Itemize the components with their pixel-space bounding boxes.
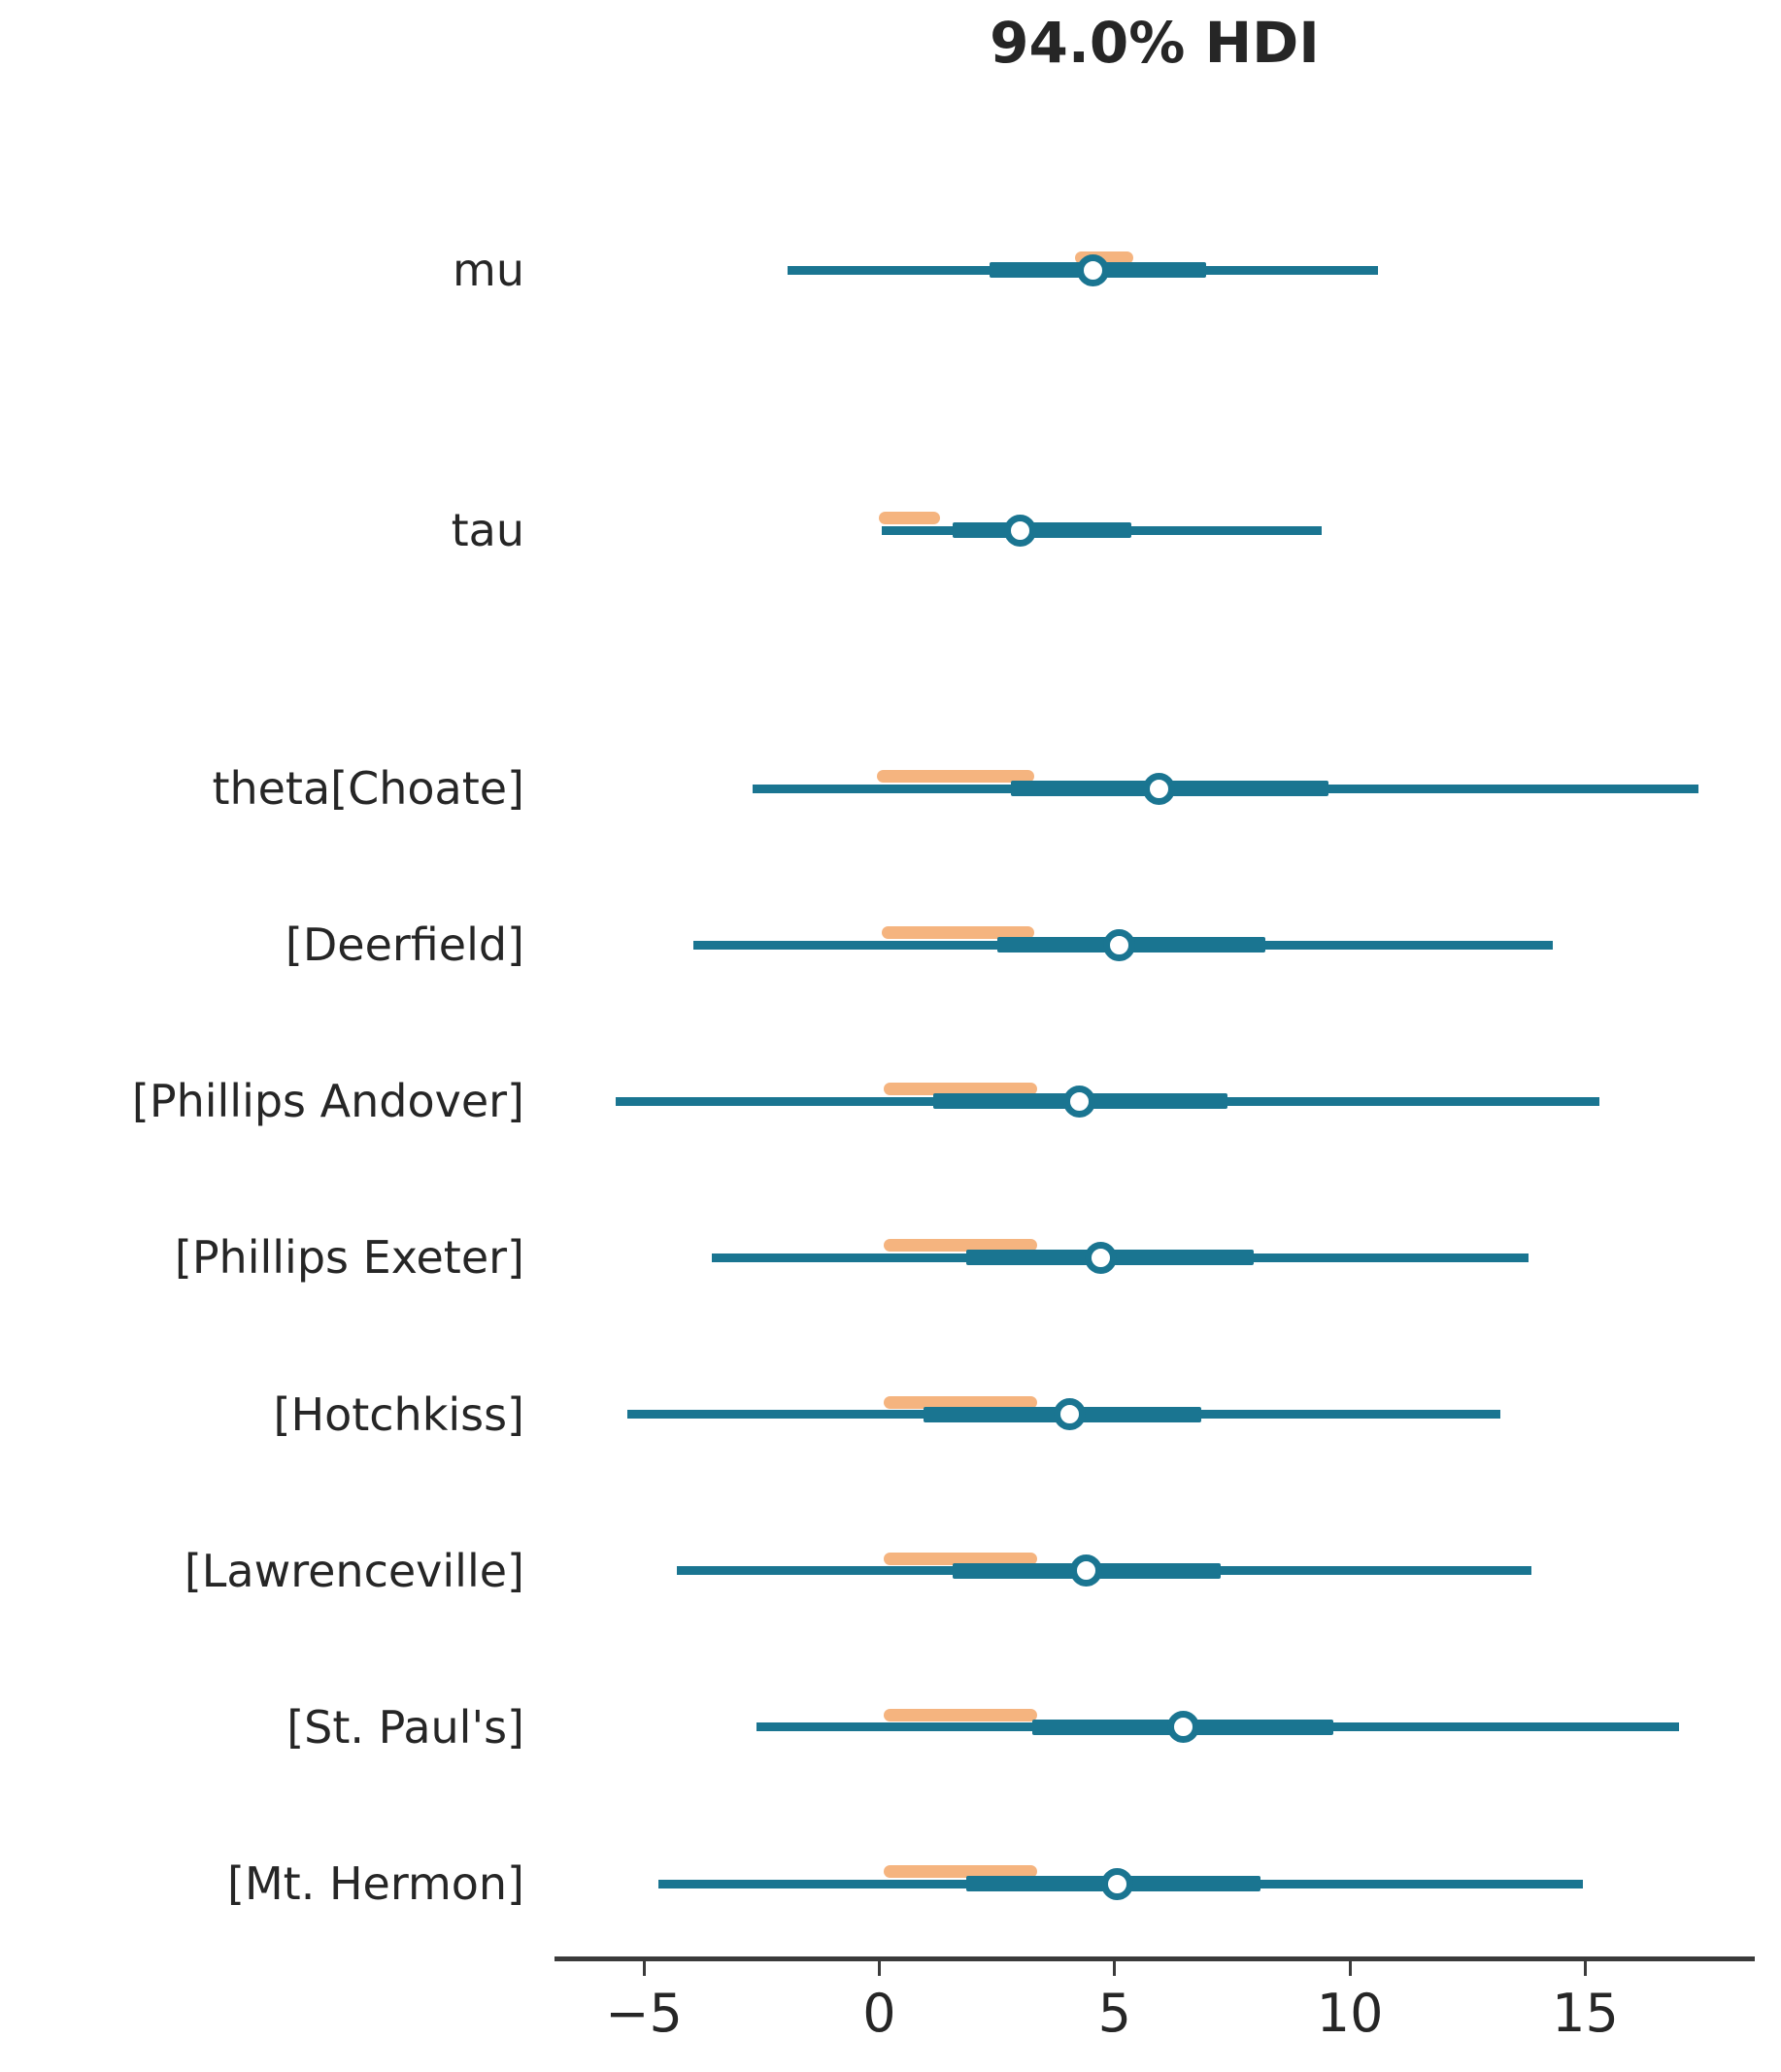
row-label: [St. Paul's] [286, 1700, 524, 1754]
x-tick [642, 1961, 646, 1976]
median-marker [1166, 1711, 1199, 1744]
reference-band [884, 1865, 1037, 1879]
reference-band [884, 1395, 1037, 1409]
median-marker [1077, 253, 1110, 286]
x-tick-label: 10 [1316, 1983, 1384, 2044]
median-marker [1054, 1398, 1087, 1431]
iqr-bar [952, 522, 1131, 538]
row-label: [Phillips Exeter] [174, 1231, 524, 1285]
row-label: theta[Choate] [212, 762, 524, 815]
reference-band [884, 1708, 1037, 1721]
row-label: [Deerfield] [285, 919, 524, 972]
reference-band [881, 926, 1035, 940]
x-tick [1113, 1961, 1117, 1976]
median-marker [1062, 1085, 1095, 1118]
chart-title: 94.0% HDI [990, 10, 1320, 76]
median-marker [1103, 928, 1136, 961]
row-label: tau [451, 504, 524, 556]
reference-band [879, 512, 941, 524]
row-label: [Phillips Andover] [131, 1075, 524, 1128]
x-tick-label: 0 [862, 1983, 896, 2044]
x-tick [1584, 1961, 1587, 1976]
x-tick-label: 15 [1552, 1983, 1619, 2044]
row-label: mu [453, 244, 524, 296]
x-tick-label: −5 [605, 1983, 683, 2044]
x-axis-line [554, 1956, 1755, 1961]
median-marker [1070, 1554, 1103, 1587]
median-marker [1084, 1241, 1117, 1274]
reference-band [884, 1552, 1037, 1565]
reference-band [884, 1083, 1037, 1096]
row-label: [Lawrenceville] [184, 1544, 524, 1597]
median-marker [1100, 1867, 1133, 1900]
x-tick-label: 5 [1097, 1983, 1131, 2044]
x-tick [877, 1961, 881, 1976]
reference-band [877, 770, 1035, 783]
row-label: [Hotchkiss] [273, 1387, 524, 1441]
median-marker [1143, 772, 1176, 805]
x-tick [1348, 1961, 1352, 1976]
reference-band [884, 1239, 1037, 1253]
row-label: [Mt. Hermon] [227, 1857, 524, 1911]
median-marker [1004, 514, 1037, 547]
